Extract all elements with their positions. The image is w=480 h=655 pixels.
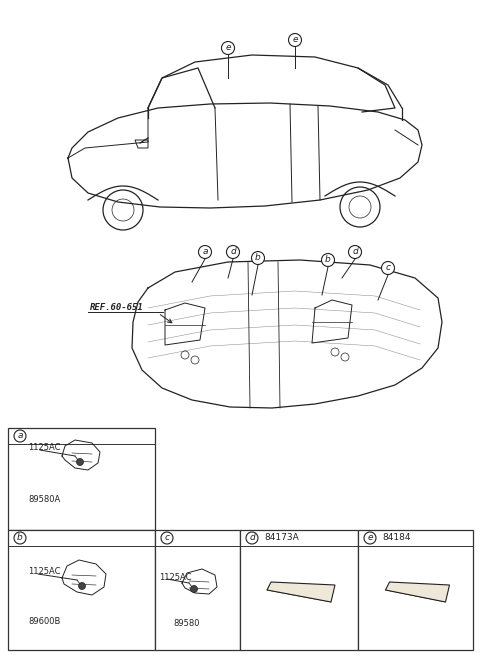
Polygon shape	[135, 140, 148, 148]
Text: 1125AC: 1125AC	[28, 443, 60, 453]
Polygon shape	[267, 582, 335, 602]
Circle shape	[227, 246, 240, 259]
Circle shape	[191, 586, 197, 593]
Text: REF.60-651: REF.60-651	[90, 303, 144, 312]
Circle shape	[322, 253, 335, 267]
Circle shape	[199, 246, 212, 259]
Text: d: d	[352, 248, 358, 257]
Circle shape	[252, 252, 264, 265]
Circle shape	[221, 41, 235, 54]
Text: 1125AC: 1125AC	[28, 567, 60, 576]
Text: b: b	[255, 253, 261, 263]
Circle shape	[14, 430, 26, 442]
FancyBboxPatch shape	[358, 530, 473, 650]
Text: b: b	[17, 534, 23, 542]
Text: d: d	[249, 534, 255, 542]
Text: 89600B: 89600B	[28, 618, 60, 626]
FancyBboxPatch shape	[240, 530, 358, 650]
FancyBboxPatch shape	[8, 428, 155, 530]
Circle shape	[348, 246, 361, 259]
Circle shape	[76, 458, 84, 466]
Text: e: e	[292, 35, 298, 45]
Polygon shape	[385, 582, 449, 602]
Text: 1125AC: 1125AC	[159, 572, 192, 582]
Circle shape	[14, 532, 26, 544]
Circle shape	[364, 532, 376, 544]
Text: c: c	[165, 534, 169, 542]
Text: d: d	[230, 248, 236, 257]
Text: a: a	[202, 248, 208, 257]
Text: a: a	[17, 432, 23, 441]
Circle shape	[382, 261, 395, 274]
Text: e: e	[225, 43, 231, 52]
Text: 84173A: 84173A	[264, 534, 299, 542]
FancyBboxPatch shape	[155, 530, 240, 650]
Text: 89580: 89580	[173, 620, 200, 629]
Circle shape	[288, 33, 301, 47]
Text: b: b	[325, 255, 331, 265]
Circle shape	[79, 582, 85, 590]
Circle shape	[246, 532, 258, 544]
Text: e: e	[367, 534, 373, 542]
Circle shape	[161, 532, 173, 544]
Text: 89580A: 89580A	[28, 495, 60, 504]
FancyBboxPatch shape	[8, 530, 155, 650]
Text: 84184: 84184	[382, 534, 410, 542]
Text: c: c	[385, 263, 391, 272]
